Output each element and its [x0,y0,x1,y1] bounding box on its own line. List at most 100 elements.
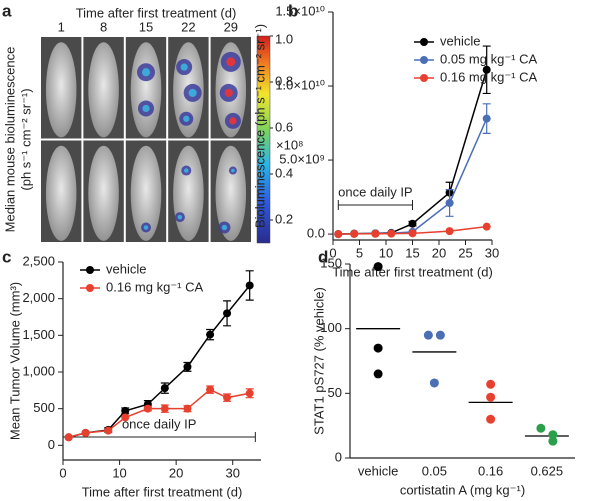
point [206,385,215,394]
x-axis-label: Time after first treatment (d) [82,484,243,499]
series-line [68,284,251,438]
point [350,229,359,238]
x-tick-label: 30 [485,245,499,260]
point [408,219,417,228]
colorbar-unit: ×10⁸ [276,137,304,152]
signal [180,63,188,71]
x-tick-label: 0 [329,245,336,260]
column-label: 15 [139,19,153,34]
signal [183,115,190,122]
signal [229,117,237,125]
point [445,227,454,236]
y-tick-label: 0.0 [307,226,325,241]
point [183,404,192,413]
column-label: 8 [100,19,107,34]
signal [184,168,189,173]
point [486,414,496,424]
series-line [338,118,488,235]
x-tick-label: 0.16 [478,463,503,478]
point [160,384,169,393]
panel-label: a [2,1,12,20]
x-axis-label: cortistatin A (mg kg⁻¹) [400,482,525,497]
signal [224,88,233,97]
series-line [68,388,250,438]
y-axis-label: Mean Tumor Volume (mm³) [7,282,22,440]
legend-marker [420,38,428,46]
y-tick-label: 2,000 [22,290,55,305]
column-label: 22 [181,19,195,34]
legend-marker [86,266,94,274]
point [548,436,558,446]
legend-marker [86,284,94,292]
point [160,404,169,413]
point [536,423,546,433]
colorbar-tick-label: 0.2 [275,211,293,226]
y-tick-label: 50 [328,385,342,400]
column-label: 29 [224,19,238,34]
x-tick-label: 20 [169,465,183,480]
legend-label: 0.05 mg kg⁻¹ CA [440,51,538,66]
signal [177,214,183,220]
point [371,229,380,238]
annotation: once daily IP [338,184,412,199]
point [387,229,396,238]
colorbar-tick-label: 0.4 [275,165,293,180]
point [143,404,152,413]
point [423,330,433,340]
y-tick-label: 0 [48,437,55,452]
y-tick-label: 5.0×10⁹ [279,151,325,166]
colorbar [256,35,271,244]
x-tick-label: 10 [112,465,126,480]
point [482,114,491,123]
y-tick-label: 500 [33,400,55,415]
mouse [45,145,77,241]
point [334,230,343,239]
legend-label: 0.16 mg kg⁻¹ CA [440,69,538,84]
column-label: 1 [58,19,65,34]
y-tick-label: 1,500 [22,327,55,342]
point [81,428,90,437]
panel-label: c [2,247,11,266]
panel-title: Time after first treatment (d) [76,5,237,20]
point [482,222,491,231]
point [245,281,254,290]
point [548,430,558,440]
point [121,406,130,415]
x-tick-label: 25 [458,245,472,260]
mouse [130,145,162,241]
point [445,198,454,207]
mouse [45,42,77,138]
signal [231,168,235,173]
signal [188,88,197,97]
point [486,379,496,389]
x-tick-label: 0.625 [531,463,564,478]
mouse [88,145,119,241]
legend-label: vehicle [106,261,146,276]
point [64,433,73,442]
signal [221,224,228,231]
mouse [173,145,204,241]
signal [142,104,150,113]
signal [141,68,151,77]
y-axis-label: Median mouse bioluminescence [2,47,17,233]
legend-label: 0.16 mg kg⁻¹ CA [106,279,204,294]
point [408,229,417,238]
x-tick-label: vehicle [358,463,398,478]
point [373,369,383,379]
point [223,393,232,402]
x-tick-label: 15 [405,245,419,260]
colorbar-tick-label: 1.0 [275,31,293,46]
point [223,309,232,318]
point [482,65,491,74]
panel-label: d [318,247,328,266]
y-tick-label: 150 [320,255,342,270]
point [183,362,192,371]
point [429,378,439,388]
x-tick-label: 5 [356,245,363,260]
x-tick-label: 0 [59,465,66,480]
colorbar-tick-label: 0.8 [275,73,293,88]
colorbar-tick-label: 0.6 [275,119,293,134]
legend-label: vehicle [440,33,480,48]
point [121,413,130,422]
